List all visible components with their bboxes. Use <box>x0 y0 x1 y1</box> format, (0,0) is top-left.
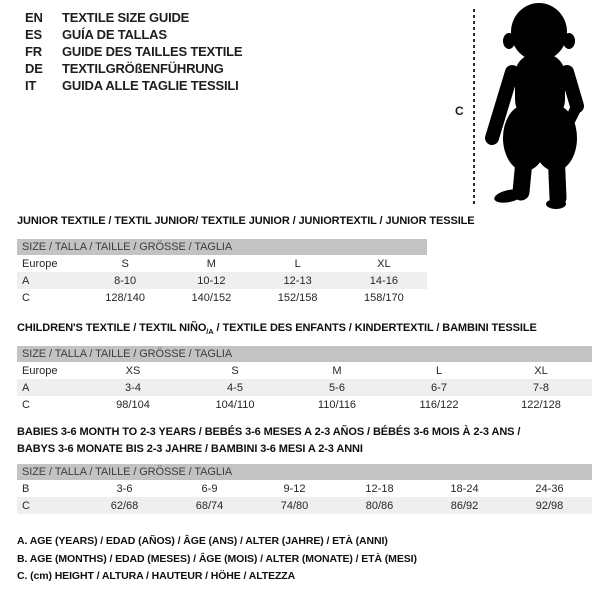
table-row: C 62/68 68/74 74/80 80/86 86/92 92/98 <box>17 497 592 514</box>
language-row-it: IT GUIDA ALLE TAGLIE TESSILI <box>25 77 242 94</box>
cell: 12-18 <box>365 482 394 495</box>
cell: 158/170 <box>363 291 404 304</box>
footnote-a: A. AGE (YEARS) / EDAD (AÑOS) / ÂGE (ANS)… <box>17 535 388 547</box>
cell: 4-5 <box>227 381 243 394</box>
cell: 92/98 <box>535 499 564 512</box>
cell: 68/74 <box>195 499 224 512</box>
language-header: EN TEXTILE SIZE GUIDE ES GUÍA DE TALLAS … <box>25 9 243 94</box>
language-row-de: DE TEXTILGRÖßENFÜHRUNG <box>25 60 242 77</box>
cell: 10-12 <box>197 274 226 287</box>
language-row-es: ES GUÍA DE TALLAS <box>25 26 242 43</box>
table-row: A 8-10 10-12 12-13 14-16 <box>17 272 427 289</box>
cell: M <box>332 364 342 377</box>
cell: 104/110 <box>215 398 255 411</box>
size-header-row: SIZE / TALLA / TAILLE / GRÖSSE / TAGLIA <box>17 346 592 362</box>
row-label: A <box>22 274 30 287</box>
cell: 6-9 <box>201 482 218 495</box>
language-row-fr: FR GUIDE DES TAILLES TEXTILE <box>25 43 243 60</box>
language-label: GUÍA DE TALLAS <box>62 27 167 42</box>
size-bar-label: SIZE / TALLA / TAILLE / GRÖSSE / TAGLIA <box>17 346 592 362</box>
table-row: Europe XS S M L XL <box>17 362 592 379</box>
cell: 24-36 <box>535 482 564 495</box>
cell: XL <box>377 257 391 270</box>
cell: 8-10 <box>114 274 137 287</box>
footnotes: A. AGE (YEARS) / EDAD (AÑOS) / ÂGE (ANS)… <box>17 533 417 586</box>
cell: 86/92 <box>450 499 479 512</box>
cell: S <box>121 257 129 270</box>
cell: XL <box>534 364 548 377</box>
cell: 18-24 <box>450 482 479 495</box>
row-label: C <box>22 398 30 411</box>
row-label: C <box>22 291 30 304</box>
cell: 5-6 <box>329 381 345 394</box>
height-dashed-line <box>473 9 475 205</box>
section-title-text: CHILDREN'S TEXTILE / TEXTIL NIÑO <box>17 322 207 334</box>
cell: L <box>435 364 443 377</box>
table-row: B 3-6 6-9 9-12 12-18 18-24 24-36 <box>17 480 592 497</box>
row-label: A <box>22 381 30 394</box>
section-title-subscript: /A <box>206 327 214 337</box>
cell: 128/140 <box>105 291 145 304</box>
cell: XS <box>125 364 141 377</box>
cell: 6-7 <box>431 381 447 394</box>
table-row: C 98/104 104/110 110/116 116/122 122/128 <box>17 396 592 413</box>
cell: 140/152 <box>191 291 232 304</box>
cell: 14-16 <box>369 274 398 287</box>
language-row-en: EN TEXTILE SIZE GUIDE <box>25 9 242 26</box>
size-bar-label: SIZE / TALLA / TAILLE / GRÖSSE / TAGLIA <box>17 464 592 480</box>
cell: 80/86 <box>365 499 394 512</box>
cell: 12-13 <box>283 274 312 287</box>
cell: 3-6 <box>116 482 133 495</box>
baby-silhouette-icon <box>485 3 584 209</box>
size-header-row: SIZE / TALLA / TAILLE / GRÖSSE / TAGLIA <box>17 464 592 480</box>
language-code: DE <box>25 61 43 76</box>
section-title-children: CHILDREN'S TEXTILE / TEXTIL NIÑO/A / TEX… <box>17 320 537 340</box>
language-code: EN <box>25 10 43 25</box>
cell: 116/122 <box>419 398 459 411</box>
table-row: Europe S M L XL <box>17 255 427 272</box>
language-label: TEXTILGRÖßENFÜHRUNG <box>62 61 224 76</box>
cell: 7-8 <box>533 381 549 394</box>
cell: 3-4 <box>125 381 141 394</box>
babies-size-table: SIZE / TALLA / TAILLE / GRÖSSE / TAGLIA … <box>17 464 592 514</box>
children-size-table: SIZE / TALLA / TAILLE / GRÖSSE / TAGLIA … <box>17 346 592 413</box>
section-title-line1: BABIES 3-6 MONTH TO 2-3 YEARS / BEBÉS 3-… <box>17 426 521 438</box>
cell: 74/80 <box>280 499 309 512</box>
section-title-line2: BABYS 3-6 MONATE BIS 2-3 JAHRE / BAMBINI… <box>17 443 363 455</box>
height-marker-label: C <box>455 104 464 118</box>
junior-size-table: SIZE / TALLA / TAILLE / GRÖSSE / TAGLIA … <box>17 239 427 306</box>
size-bar-label: SIZE / TALLA / TAILLE / GRÖSSE / TAGLIA <box>17 239 427 255</box>
language-code: ES <box>25 27 42 42</box>
language-label: GUIDA ALLE TAGLIE TESSILI <box>62 78 239 93</box>
section-title-text: / TEXTILE DES ENFANTS / KINDERTEXTIL / B… <box>213 322 537 334</box>
section-title-text: JUNIOR TEXTILE / TEXTIL JUNIOR/ TEXTILE … <box>17 215 475 227</box>
cell: L <box>294 257 301 270</box>
cell: S <box>231 364 239 377</box>
row-label: Europe <box>22 257 58 270</box>
cell: 62/68 <box>110 499 139 512</box>
table-row: C 128/140 140/152 152/158 158/170 <box>17 289 427 306</box>
section-title-junior: JUNIOR TEXTILE / TEXTIL JUNIOR/ TEXTILE … <box>17 213 475 230</box>
footnote-c: C. (cm) HEIGHT / ALTURA / HAUTEUR / HÖHE… <box>17 570 296 582</box>
cell: 98/104 <box>116 398 150 411</box>
footnote-b: B. AGE (MONTHS) / EDAD (MESES) / ÂGE (MO… <box>17 552 417 565</box>
language-label: GUIDE DES TAILLES TEXTILE <box>62 44 243 59</box>
section-title-babies: BABIES 3-6 MONTH TO 2-3 YEARS / BEBÉS 3-… <box>17 424 520 458</box>
cell: M <box>206 257 216 270</box>
cell: 152/158 <box>277 291 318 304</box>
size-header-row: SIZE / TALLA / TAILLE / GRÖSSE / TAGLIA <box>17 239 427 255</box>
language-code: FR <box>25 44 42 59</box>
language-code: IT <box>25 78 37 93</box>
row-label: C <box>22 499 30 512</box>
row-label: Europe <box>22 364 58 377</box>
cell: 9-12 <box>283 482 306 495</box>
cell: 122/128 <box>521 398 561 411</box>
table-row: A 3-4 4-5 5-6 6-7 7-8 <box>17 379 592 396</box>
cell: 110/116 <box>317 398 357 411</box>
language-label: TEXTILE SIZE GUIDE <box>62 10 190 25</box>
row-label: B <box>22 482 30 495</box>
